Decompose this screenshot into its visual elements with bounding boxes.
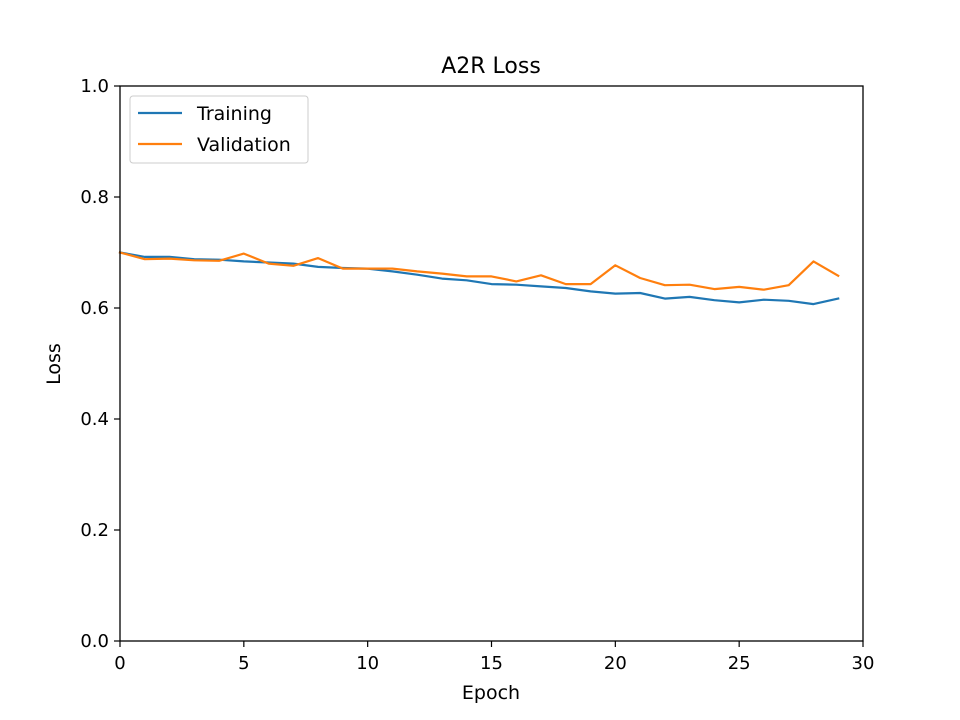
y-tick-label: 0.0 — [80, 631, 109, 652]
y-tick-label: 0.2 — [80, 520, 109, 541]
x-tick-label: 5 — [238, 653, 249, 674]
y-tick-label: 1.0 — [80, 76, 109, 97]
legend-label-training: Training — [196, 103, 272, 125]
y-tick-label: 0.6 — [80, 298, 109, 319]
y-axis-label: Loss — [43, 343, 65, 385]
series-line-validation — [118, 251, 840, 291]
y-axis: 0.0 0.2 0.4 0.6 0.8 1.0 — [80, 76, 120, 652]
x-tick-label: 20 — [604, 653, 627, 674]
x-axis: 0 5 10 15 20 25 30 — [114, 641, 874, 674]
chart-title: A2R Loss — [441, 54, 541, 79]
y-tick-label: 0.8 — [80, 187, 109, 208]
legend: Training Validation — [129, 95, 309, 164]
y-tick-label: 0.4 — [80, 409, 109, 430]
x-tick-label: 25 — [728, 653, 751, 674]
x-tick-label: 10 — [356, 653, 379, 674]
plot-frame — [119, 85, 864, 642]
x-tick-label: 0 — [114, 653, 125, 674]
series-lines — [118, 251, 840, 306]
x-tick-label: 30 — [852, 653, 875, 674]
x-axis-label: Epoch — [462, 682, 520, 704]
series-line-training — [118, 251, 840, 306]
legend-label-validation: Validation — [197, 134, 291, 156]
x-tick-label: 15 — [480, 653, 503, 674]
